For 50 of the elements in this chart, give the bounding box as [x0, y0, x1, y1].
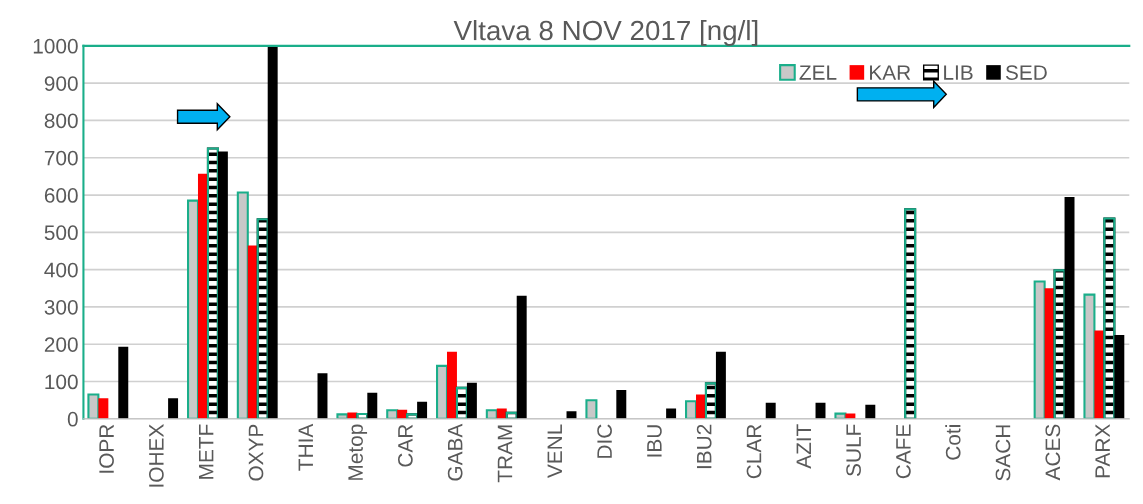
legend-label: ZEL	[799, 65, 837, 80]
y-tick-label: 1000	[33, 38, 78, 54]
bar	[98, 398, 109, 419]
x-tick-label: IOPR	[99, 424, 114, 473]
legend-label: SED	[1005, 65, 1047, 80]
x-tick-label: Coti	[945, 425, 961, 460]
x-tick-label: IOHEX	[148, 424, 164, 487]
bar	[118, 346, 129, 419]
x-tick-label: ACES	[1045, 424, 1061, 481]
y-tick-label: 900	[44, 76, 78, 91]
bar	[1064, 196, 1075, 419]
bar	[666, 408, 677, 419]
x-tick-label: CAFE	[896, 424, 911, 479]
x-tick-label: PARX	[1095, 424, 1110, 478]
y-tick-label: 400	[44, 262, 78, 278]
bar	[496, 408, 507, 419]
bar	[865, 404, 876, 419]
y-tick-label: 600	[44, 188, 78, 203]
bar	[616, 390, 627, 419]
x-tick-label: THIA	[298, 423, 313, 471]
legend-label: KAR	[870, 65, 911, 80]
x-tick-label: IBU2	[696, 424, 712, 469]
y-tick-label: 100	[45, 374, 78, 390]
y-tick-label: 200	[44, 337, 78, 352]
x-tick-label: CLAR	[746, 424, 762, 479]
x-tick-label: IBU	[647, 425, 662, 457]
bar	[765, 402, 776, 419]
x-tick-label: AZIT	[796, 424, 811, 469]
x-tick-label: Metop	[348, 424, 368, 480]
chart-title: Vltava 8 NOV 2017 [ng/l]	[453, 19, 758, 46]
y-tick-label: 300	[44, 299, 78, 315]
y-tick-label: 0	[67, 411, 78, 427]
bar	[197, 173, 208, 419]
bar	[1044, 288, 1055, 419]
x-tick-label: GABA	[447, 423, 463, 481]
x-tick-label: CAR	[397, 424, 413, 467]
x-tick-label: SACH	[995, 425, 1011, 481]
bar	[446, 351, 457, 419]
x-tick-label: METF	[199, 424, 214, 479]
x-tick-label: VENL	[547, 424, 562, 479]
y-tick-label: 700	[44, 150, 78, 166]
y-tick-label: 500	[44, 225, 78, 241]
x-tick-label: DIC	[597, 424, 612, 458]
x-tick-label: SULF	[846, 424, 861, 476]
x-tick-label: TRAM	[497, 425, 513, 483]
x-tick-label: OXYP	[248, 424, 264, 481]
y-tick-label: 800	[44, 113, 78, 129]
bar	[168, 398, 179, 419]
legend-label: LIB	[944, 65, 973, 80]
bar	[1094, 330, 1105, 419]
